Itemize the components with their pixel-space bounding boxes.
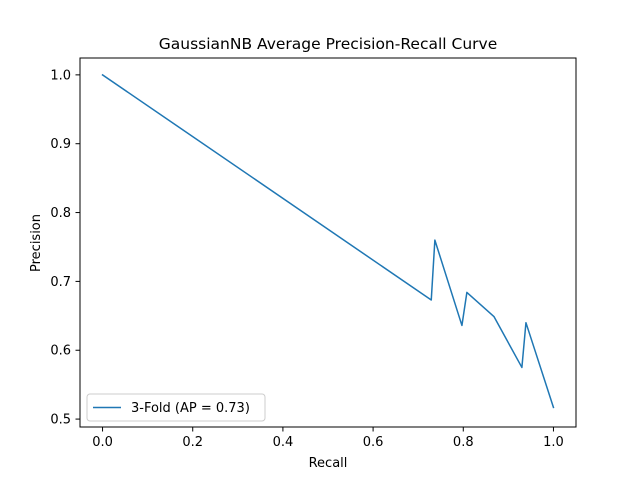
y-tick-label: 0.9 — [50, 137, 71, 152]
x-tick-label: 0.8 — [453, 435, 474, 450]
x-tick-label: 0.2 — [182, 435, 203, 450]
y-tick-label: 0.8 — [50, 206, 71, 221]
legend: 3-Fold (AP = 0.73) — [87, 394, 265, 421]
y-tick-label: 0.5 — [50, 413, 71, 428]
y-tick-label: 0.6 — [50, 344, 71, 359]
x-tick-label: 0.0 — [92, 435, 113, 450]
y-tick-label: 0.7 — [50, 275, 71, 290]
x-axis-label: Recall — [309, 456, 348, 471]
y-axis-label: Precision — [29, 214, 44, 272]
legend-label: 3-Fold (AP = 0.73) — [131, 401, 250, 416]
y-tick-label: 1.0 — [50, 68, 71, 83]
x-tick-label: 1.0 — [543, 435, 564, 450]
x-tick-label: 0.6 — [363, 435, 384, 450]
chart-title: GaussianNB Average Precision-Recall Curv… — [159, 35, 498, 53]
x-tick-label: 0.4 — [273, 435, 294, 450]
